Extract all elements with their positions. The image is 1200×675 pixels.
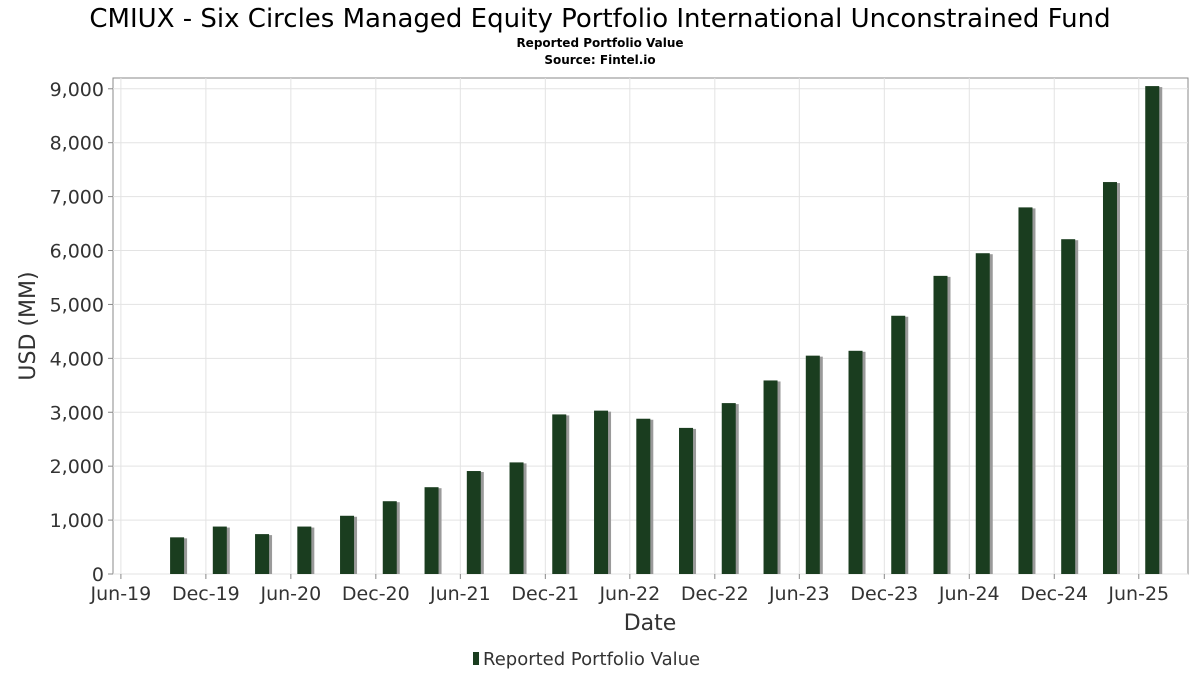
bar xyxy=(1102,182,1117,574)
y-tick-label: 5,000 xyxy=(50,294,104,316)
x-tick-label: Jun-25 xyxy=(1107,583,1169,605)
bar xyxy=(721,403,736,574)
x-tick-label: Dec-20 xyxy=(342,583,410,605)
bar xyxy=(933,275,948,574)
chart-title: CMIUX - Six Circles Managed Equity Portf… xyxy=(89,4,1110,34)
legend: Reported Portfolio Value xyxy=(473,649,700,670)
x-tick-label: Jun-23 xyxy=(768,583,830,605)
bar xyxy=(1018,207,1033,575)
chart-subtitle: Reported Portfolio Value xyxy=(516,36,683,50)
x-tick-label: Dec-21 xyxy=(511,583,579,605)
bars xyxy=(170,86,1163,575)
bar xyxy=(975,253,990,574)
y-tick-label: 6,000 xyxy=(50,241,104,263)
bar xyxy=(805,355,820,574)
y-axis-ticks: 0 1,000 2,000 3,000 4,000 5,000 6,000 7,000 8,00… xyxy=(50,79,113,586)
bar xyxy=(679,427,694,574)
y-tick-label: 9,000 xyxy=(50,79,104,101)
bar xyxy=(1145,86,1160,574)
bar xyxy=(297,526,312,574)
bar xyxy=(552,414,567,574)
x-tick-label: Dec-19 xyxy=(172,583,240,605)
bar xyxy=(255,534,270,574)
bar xyxy=(509,462,524,574)
x-axis-ticks: Jun-19 Dec-19 Jun-20 Dec-20 Jun-21 Dec-21 Jun-… xyxy=(90,574,1169,605)
chart-source: Source: Fintel.io xyxy=(544,53,655,67)
y-axis-title: USD (MM) xyxy=(16,271,41,380)
y-tick-label: 0 xyxy=(92,564,104,586)
x-tick-label: Jun-19 xyxy=(90,583,152,605)
bar xyxy=(891,315,906,574)
bar xyxy=(763,380,778,574)
bar xyxy=(1061,239,1076,574)
x-tick-label: Dec-23 xyxy=(850,583,918,605)
x-tick-label: Jun-20 xyxy=(259,583,321,605)
x-tick-label: Dec-24 xyxy=(1020,583,1088,605)
legend-label: Reported Portfolio Value xyxy=(483,649,700,670)
bar xyxy=(466,471,481,574)
bar xyxy=(848,350,863,574)
x-axis-title: Date xyxy=(624,611,677,636)
y-tick-label: 3,000 xyxy=(50,402,104,424)
y-tick-label: 8,000 xyxy=(50,133,104,155)
bar xyxy=(170,537,185,574)
legend-swatch xyxy=(473,652,479,665)
grid-lines xyxy=(113,78,1188,575)
bar xyxy=(594,410,609,574)
bar xyxy=(340,515,355,574)
bar xyxy=(212,526,227,574)
bar xyxy=(424,487,439,574)
x-tick-label: Dec-22 xyxy=(681,583,749,605)
y-tick-label: 4,000 xyxy=(50,348,104,370)
y-tick-label: 1,000 xyxy=(50,510,104,532)
x-tick-label: Jun-24 xyxy=(938,583,1000,605)
x-tick-label: Jun-21 xyxy=(429,583,491,605)
y-tick-label: 2,000 xyxy=(50,456,104,478)
bar xyxy=(382,501,397,574)
y-tick-label: 7,000 xyxy=(50,187,104,209)
x-tick-label: Jun-22 xyxy=(598,583,660,605)
bar xyxy=(636,418,651,574)
